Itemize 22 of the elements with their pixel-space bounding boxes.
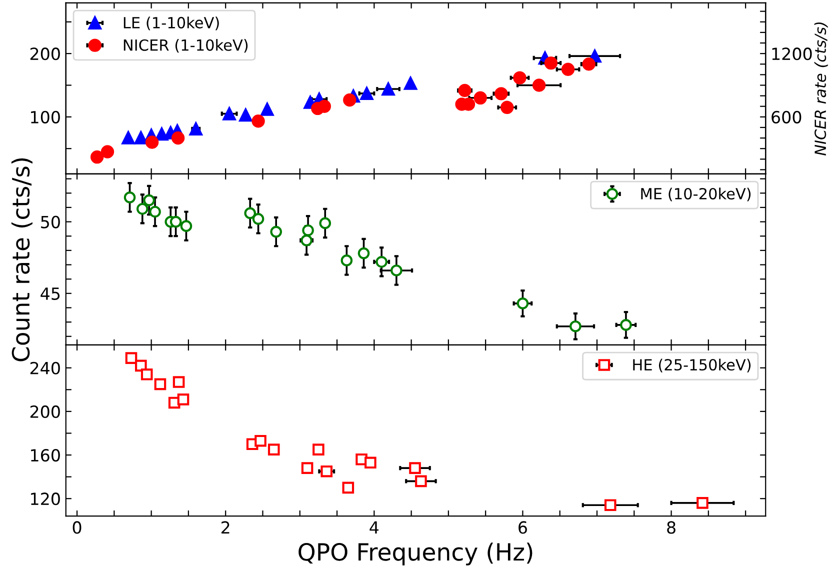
- x-tick-label: 4: [370, 521, 379, 534]
- y-tick-label: 50: [41, 216, 60, 228]
- y2-tick-label: 1200: [772, 48, 812, 60]
- y-axis-title: Count rate (cts/s): [11, 158, 32, 362]
- y2-tick-label: 600: [772, 110, 802, 124]
- x-tick-label: 0: [72, 521, 82, 534]
- y-tick-label: 100: [31, 110, 60, 124]
- y-tick-label: 160: [31, 448, 60, 462]
- legend-label: ME (10-20keV): [641, 188, 751, 202]
- x-axis-title: QPO Frequency (Hz): [298, 542, 532, 566]
- x-tick-label: 6: [518, 521, 527, 534]
- x-tick-label: 2: [222, 521, 230, 534]
- y-tick-label: 200: [30, 48, 60, 60]
- y-tick-label: 200: [30, 405, 60, 418]
- y-tick-label: 120: [31, 492, 60, 506]
- legend-label: LE (1-10keV): [124, 16, 219, 30]
- legend-label: NICER (1-10keV): [124, 39, 248, 53]
- y-tick-label: 240: [30, 362, 60, 374]
- y-tick-label: 45: [40, 288, 60, 300]
- x-tick-label: 8: [667, 521, 676, 534]
- legend-label: HE (25-150keV): [633, 358, 751, 372]
- y2-axis-title: NICER rate (cts/s): [814, 22, 828, 156]
